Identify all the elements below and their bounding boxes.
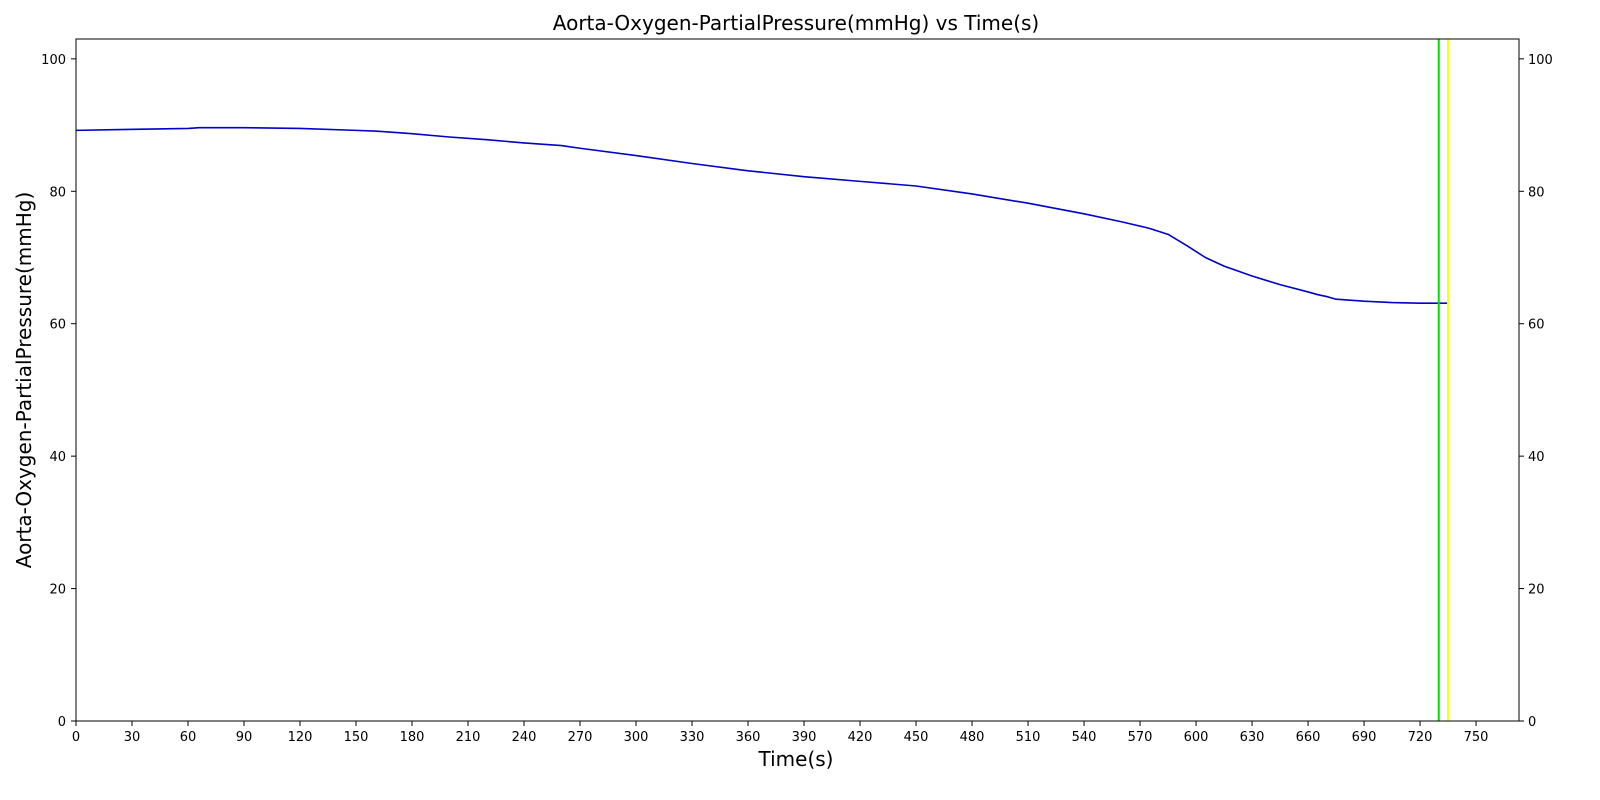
plot-frame xyxy=(75,38,1520,722)
y-tick-label-right: 60 xyxy=(1528,318,1545,333)
y-tick-label-right: 20 xyxy=(1528,583,1545,598)
x-tick-label: 30 xyxy=(124,730,141,745)
x-tick-label: 300 xyxy=(624,730,649,745)
x-tick-label: 330 xyxy=(680,730,705,745)
x-tick-label: 510 xyxy=(1016,730,1041,745)
x-tick-label: 600 xyxy=(1184,730,1209,745)
x-tick-label: 120 xyxy=(288,730,313,745)
x-tick-label: 240 xyxy=(512,730,537,745)
x-tick-label: 60 xyxy=(180,730,197,745)
x-tick-label: 690 xyxy=(1352,730,1377,745)
x-tick-label: 210 xyxy=(456,730,481,745)
x-tick-label: 540 xyxy=(1072,730,1097,745)
y-tick-label-right: 40 xyxy=(1528,450,1545,465)
x-tick-label: 390 xyxy=(792,730,817,745)
x-tick-label: 0 xyxy=(72,730,80,745)
series-line xyxy=(75,126,1449,304)
x-tick-label: 180 xyxy=(400,730,425,745)
x-tick-label: 630 xyxy=(1240,730,1265,745)
x-tick-label: 480 xyxy=(960,730,985,745)
x-tick-label: 360 xyxy=(736,730,761,745)
y-tick-label-left: 0 xyxy=(58,715,66,730)
y-tick-label-left: 100 xyxy=(41,53,66,68)
x-tick-label: 660 xyxy=(1296,730,1321,745)
y-tick-label-left: 40 xyxy=(49,450,66,465)
y-tick-label-left: 60 xyxy=(49,318,66,333)
y-tick-label-right: 0 xyxy=(1528,715,1536,730)
x-tick-label: 150 xyxy=(344,730,369,745)
x-tick-label: 270 xyxy=(568,730,593,745)
x-tick-label: 570 xyxy=(1128,730,1153,745)
x-tick-label: 720 xyxy=(1408,730,1433,745)
y-tick-label-left: 80 xyxy=(49,185,66,200)
y-tick-label-left: 20 xyxy=(49,583,66,598)
x-tick-label: 750 xyxy=(1464,730,1489,745)
x-axis-title: Time(s) xyxy=(758,747,834,771)
y-tick-label-right: 80 xyxy=(1528,185,1545,200)
y-axis-title: Aorta-Oxygen-PartialPressure(mmHg) xyxy=(12,192,36,569)
x-tick-label: 450 xyxy=(904,730,929,745)
y-tick-label-right: 100 xyxy=(1528,53,1553,68)
x-tick-label: 420 xyxy=(848,730,873,745)
x-tick-label: 90 xyxy=(236,730,253,745)
chart-title: Aorta-Oxygen-PartialPressure(mmHg) vs Ti… xyxy=(553,11,1039,35)
